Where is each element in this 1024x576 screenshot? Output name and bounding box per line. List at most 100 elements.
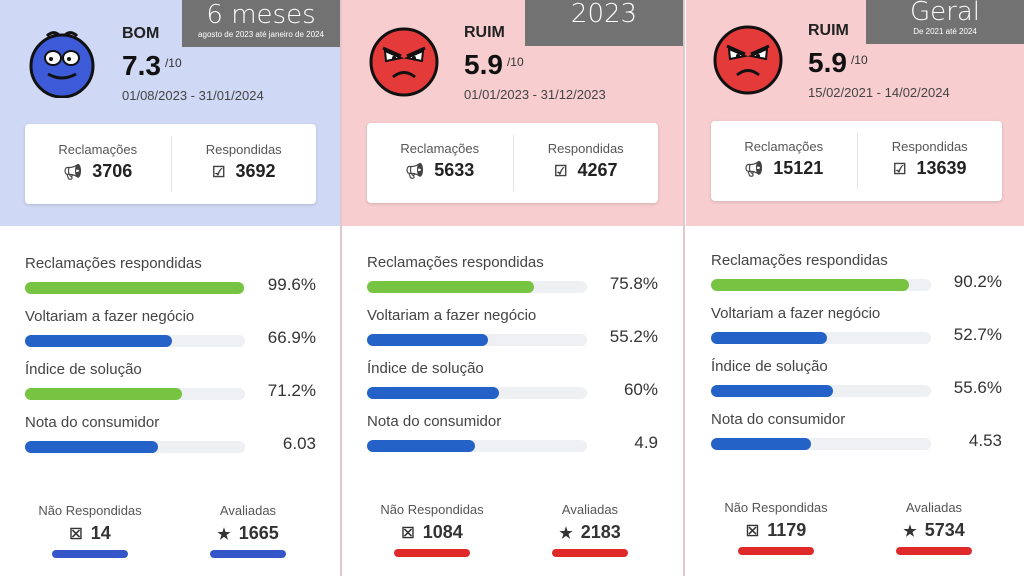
- chat-x-icon: ☒: [401, 525, 415, 542]
- metric-label: Nota do consumidor: [25, 414, 160, 431]
- not-answered-value: 14: [90, 523, 111, 543]
- score-max: /10: [850, 53, 868, 67]
- metric-bar-fill: [367, 440, 475, 452]
- not-answered-value: 1084: [422, 522, 463, 542]
- angry-face-icon: [713, 25, 783, 95]
- rated-label: Avaliadas: [905, 500, 963, 515]
- not-answered-label: Não Respondidas: [724, 500, 828, 515]
- star-icon: ★: [903, 523, 917, 540]
- metric-bar-fill: [711, 438, 811, 450]
- not-answered-value: 1179: [767, 520, 807, 540]
- answered-stat: Respondidas ☑ 3692: [170, 136, 317, 192]
- rated-value: 2183: [580, 522, 621, 542]
- complaints-stat: Reclamações 📢︎ 5633: [367, 123, 513, 203]
- metric-row: Voltariam a fazer negócio 52.7%: [711, 305, 1002, 358]
- rated-label: Avaliadas: [561, 502, 619, 517]
- metric-bar-fill: [25, 388, 182, 400]
- chat-check-icon: ☑: [554, 163, 568, 180]
- metric-bar: [711, 332, 931, 344]
- metric-row: Nota do consumidor 4.53: [711, 411, 1002, 464]
- metric-value: 6.03: [282, 434, 316, 453]
- metric-label: Voltariam a fazer negócio: [711, 305, 881, 322]
- happy-face-icon: [27, 28, 97, 99]
- metric-label: Nota do consumidor: [711, 411, 846, 428]
- accent-underline: [896, 547, 972, 555]
- metric-bar-fill: [25, 335, 173, 347]
- metric-bar-fill: [367, 334, 489, 346]
- complaints-label: Reclamações: [400, 141, 480, 156]
- panel-divider: [683, 0, 685, 576]
- metric-bar: [367, 334, 587, 346]
- period-badge: 6 meses agosto de 2023 até janeiro de 202…: [182, 0, 340, 47]
- chat-check-icon: ☑: [212, 164, 226, 181]
- answered-stat: Respondidas ☑ 4267: [512, 135, 659, 191]
- rated-stat: Avaliadas ★ 2183: [525, 502, 655, 557]
- metric-bar-fill: [711, 385, 834, 397]
- period-title: 2023: [570, 0, 638, 29]
- score-value: 5.9: [808, 47, 847, 78]
- rated-stat: Avaliadas ★ 5734: [869, 500, 999, 555]
- answered-value: 3692: [235, 161, 276, 181]
- metric-bar: [367, 281, 587, 293]
- not-answered-stat: Não Respondidas ☒ 14: [25, 503, 155, 558]
- megaphone-icon: 📢︎: [405, 163, 425, 180]
- score: 7.3/10: [122, 50, 182, 82]
- chat-x-icon: ☒: [69, 526, 83, 543]
- metric-row: Reclamações respondidas 75.8%: [367, 254, 658, 307]
- period-badge: Geral De 2021 até 2024: [866, 0, 1024, 44]
- metric-label: Reclamações respondidas: [711, 252, 888, 269]
- metric-bar: [711, 438, 931, 450]
- metric-value: 60%: [623, 380, 658, 399]
- answered-value: 13639: [916, 158, 967, 178]
- metric-row: Nota do consumidor 4.9: [367, 413, 658, 466]
- date-range: 15/02/2021 - 14/02/2024: [808, 85, 950, 100]
- metric-bar-fill: [711, 332, 827, 344]
- complaints-label: Reclamações: [744, 139, 824, 154]
- metric-row: Voltariam a fazer negócio 55.2%: [367, 307, 658, 360]
- score: 5.9/10: [808, 47, 868, 79]
- star-icon: ★: [559, 525, 573, 542]
- not-answered-stat: Não Respondidas ☒ 1179: [711, 500, 841, 555]
- score-max: /10: [164, 56, 182, 70]
- metric-label: Reclamações respondidas: [25, 255, 202, 272]
- answered-label: Respondidas: [205, 142, 282, 157]
- period-subtitle: De 2021 até 2024: [913, 27, 977, 36]
- complaints-value: 5633: [434, 160, 475, 180]
- metric-label: Índice de solução: [367, 360, 484, 377]
- answered-stat: Respondidas ☑ 13639: [856, 133, 1003, 189]
- panel-divider: [340, 0, 342, 576]
- not-answered-label: Não Respondidas: [38, 503, 142, 518]
- score: 5.9/10: [464, 49, 524, 81]
- answered-label: Respondidas: [547, 141, 624, 156]
- star-icon: ★: [217, 526, 231, 543]
- answered-label: Respondidas: [891, 139, 968, 154]
- answered-value: 4267: [577, 160, 618, 180]
- metric-bar-fill: [367, 387, 499, 399]
- metric-bar: [25, 335, 245, 347]
- metric-row: Índice de solução 55.6%: [711, 358, 1002, 411]
- megaphone-icon: 📢︎: [744, 161, 764, 178]
- rating-label: RUIM: [808, 22, 849, 39]
- not-answered-stat: Não Respondidas ☒ 1084: [367, 502, 497, 557]
- metric-bar: [367, 440, 587, 452]
- metric-row: Índice de solução 60%: [367, 360, 658, 413]
- panel-2: 2023 RUIM 5.9/10 01/01/2023 - 31/12/2023…: [342, 0, 683, 576]
- metric-bar-fill: [25, 282, 245, 294]
- rated-stat: Avaliadas ★ 1665: [183, 503, 313, 558]
- rated-value: 1665: [238, 523, 279, 543]
- metric-value: 52.7%: [953, 325, 1002, 344]
- megaphone-icon: 📢︎: [63, 164, 83, 181]
- not-answered-label: Não Respondidas: [380, 502, 484, 517]
- metric-label: Reclamações respondidas: [367, 254, 544, 271]
- summary-card: Reclamações 📢︎ 15121 Respondidas ☑ 13639: [711, 121, 1002, 201]
- metric-bar: [711, 279, 931, 291]
- period-title: 6 meses: [206, 0, 316, 30]
- metric-label: Voltariam a fazer negócio: [367, 307, 537, 324]
- metric-bar: [25, 388, 245, 400]
- rating-label: BOM: [122, 25, 160, 42]
- chat-check-icon: ☑: [892, 161, 907, 178]
- complaints-label: Reclamações: [58, 142, 138, 157]
- score-max: /10: [506, 55, 524, 69]
- score-value: 5.9: [464, 49, 503, 80]
- accent-underline: [52, 550, 128, 558]
